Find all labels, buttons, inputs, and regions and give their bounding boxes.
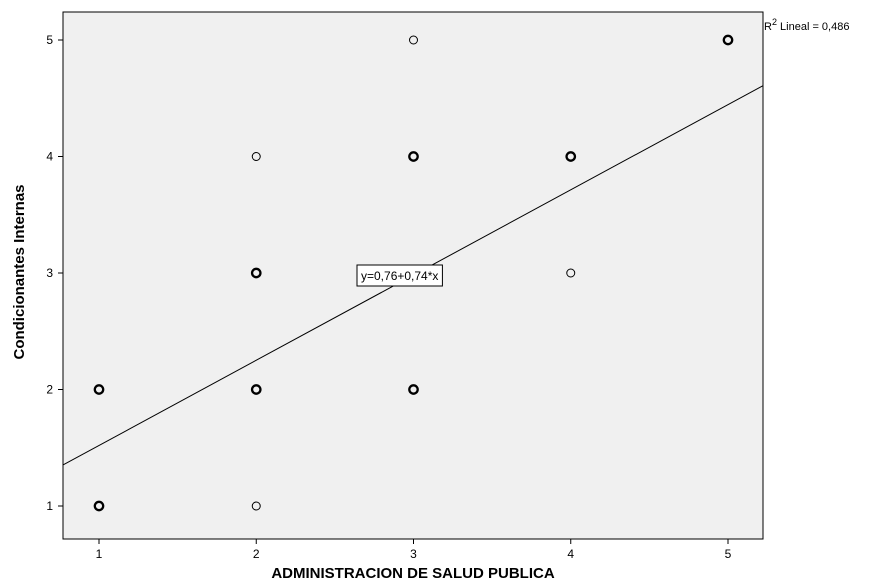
- data-point: [250, 267, 262, 279]
- x-tick-label: 1: [96, 547, 103, 561]
- equation-label: y=0,76+0,74*x: [361, 269, 438, 283]
- x-tick-label: 3: [410, 547, 417, 561]
- data-point: [408, 151, 419, 162]
- data-point: [566, 268, 576, 278]
- y-tick-label: 3: [46, 266, 53, 280]
- r2-prefix: R: [764, 21, 772, 33]
- data-point: [251, 152, 261, 161]
- data-point: [722, 34, 734, 46]
- x-tick-label: 5: [725, 547, 732, 561]
- data-point: [93, 500, 105, 512]
- y-axis-title: Condicionantes Internas: [11, 184, 28, 359]
- equation-box-frame: [356, 264, 443, 287]
- data-point: [565, 151, 577, 162]
- x-tick-label: 2: [253, 547, 260, 561]
- equation-box: y=0,76+0,74*x: [356, 264, 443, 287]
- data-point: [409, 35, 418, 45]
- data-point: [251, 501, 261, 511]
- data-point: [250, 384, 262, 395]
- r2-suffix: Lineal = 0,486: [777, 21, 849, 33]
- axis-ticks: 1 2 3 4 5 1 2 3 4 5: [46, 33, 731, 561]
- x-axis-title: ADMINISTRACION DE SALUD PUBLICA: [271, 565, 554, 582]
- x-tick-label: 4: [567, 547, 574, 561]
- data-point: [93, 384, 105, 395]
- y-tick-label: 2: [46, 383, 53, 397]
- y-tick-label: 5: [46, 33, 53, 47]
- y-tick-label: 4: [46, 150, 53, 164]
- r2-superscript: 2: [772, 17, 777, 27]
- r2-label: R2 Lineal = 0,486: [764, 17, 849, 33]
- y-tick-label: 1: [46, 499, 53, 513]
- data-point: [408, 384, 419, 395]
- data-points: [93, 34, 734, 512]
